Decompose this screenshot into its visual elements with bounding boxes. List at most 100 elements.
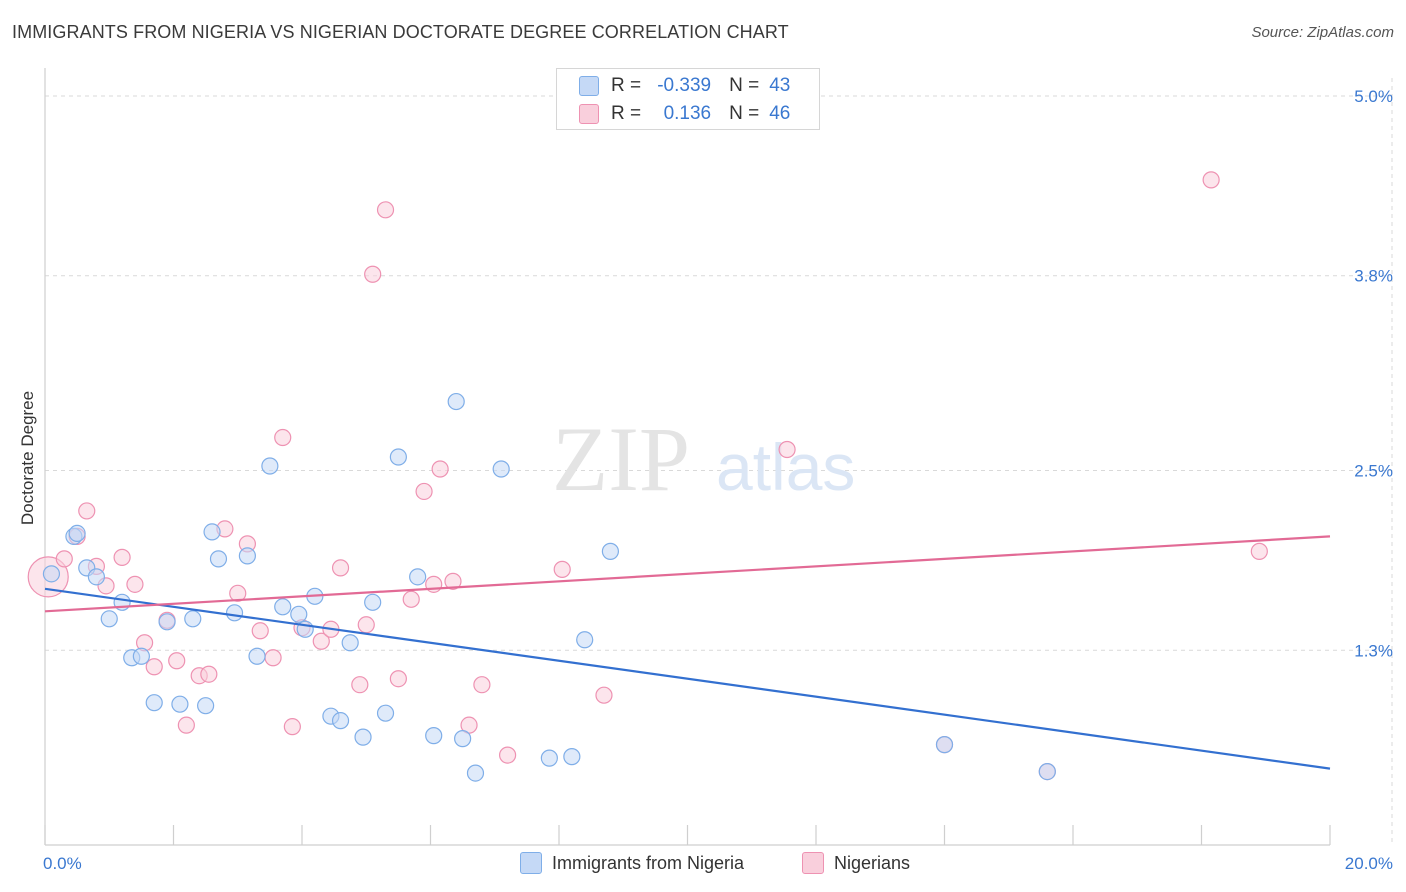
data-point xyxy=(1038,762,1056,781)
bottom-legend-nigerians: Nigerians xyxy=(802,852,910,874)
legend-row-immigrants: R = -0.339 N = 43 xyxy=(579,72,790,100)
data-point xyxy=(42,565,61,583)
data-point xyxy=(171,695,189,713)
data-point xyxy=(177,716,195,734)
n-label: N = xyxy=(729,75,760,96)
data-point xyxy=(357,616,375,634)
data-point xyxy=(425,727,443,745)
data-point xyxy=(447,392,465,411)
r-value: 0.136 xyxy=(663,103,712,124)
data-point xyxy=(354,728,372,746)
data-point xyxy=(415,482,433,501)
data-point xyxy=(274,598,292,616)
y-tick-label: 5.0% xyxy=(1354,87,1393,106)
data-point xyxy=(935,736,954,754)
data-point xyxy=(402,590,420,608)
data-point xyxy=(126,575,144,593)
data-point xyxy=(1202,171,1220,189)
data-point xyxy=(376,704,395,722)
y-tick-label: 1.3% xyxy=(1354,641,1393,660)
correlation-legend: R = -0.339 N = 43 R = 0.136 N = 46 xyxy=(556,68,820,130)
n-value: 43 xyxy=(769,75,791,96)
data-point xyxy=(312,632,330,650)
data-point xyxy=(87,568,106,586)
n-label: N = xyxy=(729,103,760,124)
trend-line xyxy=(44,535,1331,613)
data-point xyxy=(145,658,163,676)
data-point xyxy=(1250,542,1268,560)
data-point xyxy=(595,686,613,704)
data-point xyxy=(563,748,581,766)
data-point xyxy=(778,440,796,459)
data-point xyxy=(229,584,247,602)
axes xyxy=(44,68,1331,846)
blue-swatch-icon xyxy=(520,852,542,874)
data-point xyxy=(376,201,395,219)
data-point xyxy=(238,547,256,565)
data-point xyxy=(100,610,118,628)
pink-swatch-icon xyxy=(802,852,824,874)
data-point xyxy=(158,613,176,631)
data-point xyxy=(331,559,350,577)
series-immigrants-points xyxy=(42,392,1056,782)
r-label: R = xyxy=(611,75,642,96)
data-point xyxy=(351,676,369,694)
data-point xyxy=(209,550,228,568)
trend-line xyxy=(44,587,1331,770)
n-value: 46 xyxy=(769,103,791,124)
data-point xyxy=(389,670,407,688)
data-point xyxy=(68,524,86,543)
data-point xyxy=(444,572,462,590)
data-point xyxy=(251,622,269,640)
bottom-legend-immigrants: Immigrants from Nigeria xyxy=(520,852,744,874)
data-point xyxy=(274,428,292,447)
watermark-zip: ZIP xyxy=(552,408,690,510)
data-point xyxy=(290,605,308,623)
data-point xyxy=(197,697,215,715)
data-point xyxy=(576,631,594,649)
source-note: Source: ZipAtlas.com xyxy=(1251,24,1394,41)
data-point xyxy=(184,610,202,628)
data-point xyxy=(466,764,485,782)
x-tick-label: 20.0% xyxy=(1345,854,1393,873)
data-point xyxy=(331,712,350,730)
legend-row-nigerians: R = 0.136 N = 46 xyxy=(579,100,790,128)
data-point xyxy=(389,448,407,466)
data-point xyxy=(145,694,163,712)
legend-label-immigrants: Immigrants from Nigeria xyxy=(552,852,745,873)
data-point xyxy=(168,652,186,670)
x-tick-label: 0.0% xyxy=(43,854,82,873)
r-value: -0.339 xyxy=(657,75,712,96)
legend-label-nigerians: Nigerians xyxy=(834,852,911,873)
data-point xyxy=(203,523,221,541)
data-point xyxy=(364,265,382,283)
data-point xyxy=(473,676,491,694)
data-point xyxy=(492,460,510,478)
data-point xyxy=(248,647,266,665)
data-point xyxy=(283,718,301,736)
chart-title: IMMIGRANTS FROM NIGERIA VS NIGERIAN DOCT… xyxy=(12,22,789,42)
data-point xyxy=(601,542,620,560)
trend-lines xyxy=(44,535,1331,770)
data-point xyxy=(540,749,558,767)
y-tick-label: 3.8% xyxy=(1354,267,1393,286)
data-point xyxy=(225,604,244,622)
y-tick-label: 2.5% xyxy=(1354,461,1393,480)
data-point xyxy=(431,460,449,478)
data-point xyxy=(499,746,517,764)
data-point xyxy=(341,634,359,652)
tick-labels: 1.3% 2.5% 3.8% 5.0% 0.0% 20.0% xyxy=(43,87,1393,873)
data-point xyxy=(78,502,96,520)
data-point xyxy=(132,647,150,665)
data-point xyxy=(553,560,571,578)
data-point xyxy=(55,550,73,568)
data-point xyxy=(409,568,427,586)
data-point xyxy=(264,649,282,667)
r-label: R = xyxy=(611,103,642,124)
data-point xyxy=(364,593,382,611)
data-point xyxy=(261,457,279,475)
data-point xyxy=(454,730,472,748)
data-point xyxy=(113,548,131,566)
pink-swatch-icon xyxy=(579,104,599,124)
